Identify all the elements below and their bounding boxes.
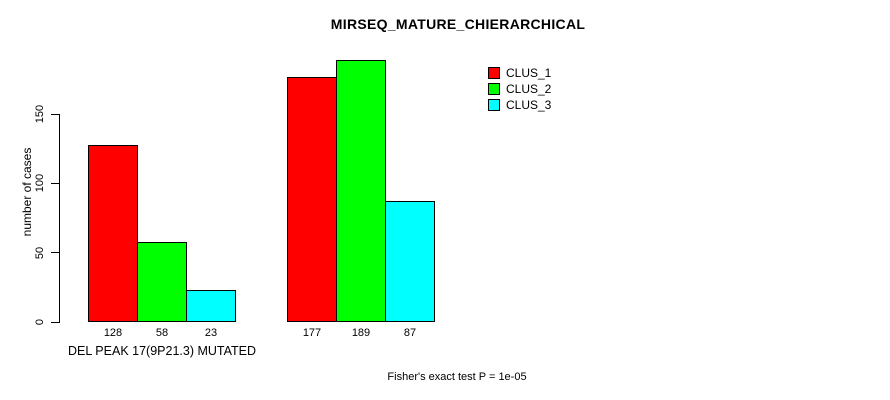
chart-title: MIRSEQ_MATURE_CHIERARCHICAL — [330, 16, 586, 32]
x-axis-group-label: DEL PEAK 17(9P21.3) MUTATED — [67, 344, 257, 358]
y-tick-label: 100 — [34, 174, 46, 193]
bar-clus_3-group1 — [186, 290, 236, 322]
legend-label-clus-3: CLUS_3 — [506, 98, 552, 112]
y-tick-label: 150 — [34, 104, 46, 124]
bar-clus_2-group1 — [137, 241, 187, 322]
legend-row: CLUS_3 — [488, 97, 551, 113]
legend-row: CLUS_1 — [488, 65, 551, 81]
bar-value-label: 58 — [155, 327, 169, 339]
legend: CLUS_1 CLUS_2 CLUS_3 — [488, 65, 551, 113]
legend-row: CLUS_2 — [488, 81, 551, 97]
legend-swatch-clus-2 — [488, 83, 500, 95]
y-tick-label: 50 — [34, 246, 46, 259]
legend-swatch-clus-3 — [488, 99, 500, 111]
bar-value-label: 128 — [103, 327, 123, 339]
legend-swatch-clus-1 — [488, 67, 500, 79]
legend-label-clus-1: CLUS_1 — [506, 66, 552, 80]
y-tick — [51, 113, 59, 115]
bar-clus_2-group2 — [336, 59, 386, 322]
y-axis-line — [59, 114, 60, 323]
fisher-test-annotation: Fisher's exact test P = 1e-05 — [387, 371, 527, 383]
y-tick — [51, 252, 59, 254]
legend-label-clus-2: CLUS_2 — [506, 82, 552, 96]
bar-value-label: 177 — [302, 327, 322, 339]
y-axis-label: number of cases — [20, 147, 34, 237]
bar-clus_3-group2 — [385, 201, 435, 322]
bar-value-label: 189 — [351, 327, 371, 339]
bar-clus_1-group2 — [287, 76, 337, 322]
y-tick-label: 0 — [34, 318, 46, 326]
bar-value-label: 87 — [403, 327, 417, 339]
y-tick — [51, 321, 59, 323]
y-tick — [51, 182, 59, 184]
bar-value-label: 23 — [204, 327, 218, 339]
bar-clus_1-group1 — [88, 144, 138, 322]
